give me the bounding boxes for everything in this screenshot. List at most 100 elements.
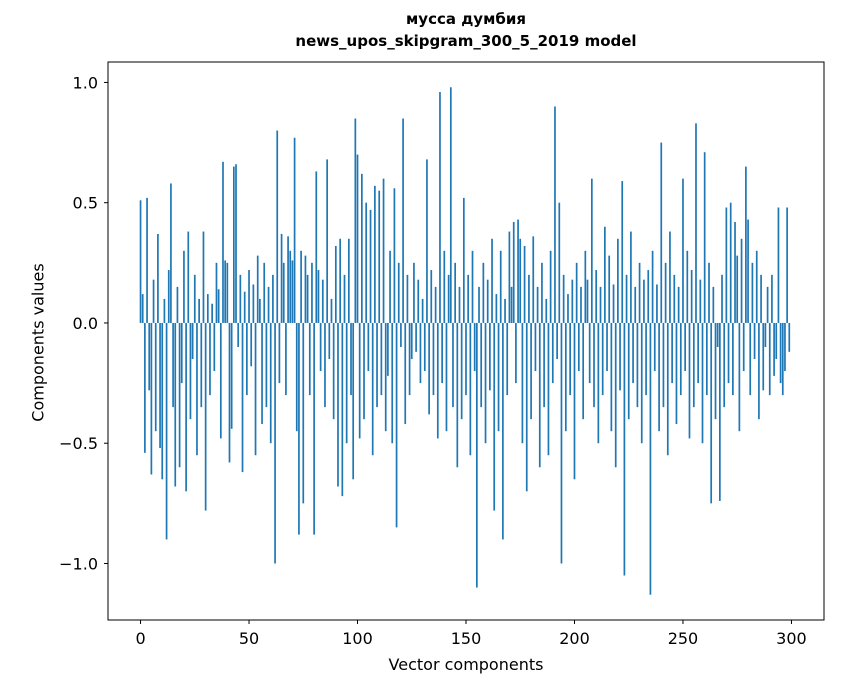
bar [617, 238, 619, 323]
bar [306, 274, 309, 323]
bar [690, 270, 693, 323]
bar [267, 286, 270, 323]
bar [165, 322, 168, 540]
bar [154, 322, 157, 432]
bar [582, 322, 585, 420]
bar [627, 322, 630, 420]
bar [612, 284, 615, 323]
bar [406, 274, 409, 323]
bar [334, 246, 337, 323]
bar [491, 238, 493, 323]
bar [727, 322, 730, 384]
bar [436, 322, 439, 439]
bar [653, 322, 656, 372]
bar [356, 154, 359, 323]
bar [766, 286, 769, 323]
bar [775, 322, 778, 360]
bar [645, 322, 647, 396]
bar [219, 322, 222, 439]
bar [408, 322, 411, 396]
bar [721, 274, 723, 323]
bar [404, 322, 407, 424]
bar [777, 207, 780, 323]
bar [692, 322, 695, 408]
bar [374, 185, 376, 323]
bar [282, 262, 285, 323]
bar [259, 298, 261, 323]
bar [478, 286, 480, 323]
bar [517, 219, 519, 323]
bar [768, 322, 771, 396]
bar [152, 279, 155, 323]
bar [666, 322, 669, 456]
bar [506, 322, 509, 396]
bar [248, 270, 250, 323]
bar [452, 322, 454, 408]
bar [389, 250, 391, 323]
bar [723, 322, 726, 408]
x-tick-label: 100 [342, 629, 373, 648]
bar [397, 262, 400, 323]
bar [180, 322, 183, 384]
bar [460, 322, 463, 420]
bar [764, 322, 767, 348]
bar [493, 322, 496, 511]
bar [308, 322, 311, 396]
bar [593, 322, 595, 408]
bar [261, 322, 263, 424]
bar [380, 322, 383, 396]
bar [786, 207, 788, 323]
bar [458, 286, 461, 323]
bar [580, 286, 582, 323]
bar [519, 238, 522, 323]
bar [708, 262, 710, 323]
bar [636, 322, 639, 408]
bar [228, 322, 231, 463]
y-tick-label: −0.5 [59, 434, 98, 453]
bar [178, 322, 181, 468]
bar [278, 322, 281, 384]
bar [185, 322, 187, 492]
bar [545, 298, 548, 323]
bar [530, 322, 532, 420]
bar [204, 322, 207, 511]
bar [376, 322, 378, 408]
bar [660, 142, 663, 323]
bar [773, 322, 775, 376]
bar [604, 226, 606, 323]
bar [269, 322, 272, 444]
bar [202, 231, 205, 323]
bar [432, 322, 435, 396]
bar [254, 322, 257, 456]
bar [719, 322, 721, 501]
bar [256, 255, 259, 323]
chart-title-line2: news_upos_skipgram_300_5_2019 model [295, 32, 637, 50]
bar [148, 322, 151, 391]
bar [321, 279, 324, 323]
bar [649, 322, 652, 595]
bar [643, 279, 645, 323]
bar [679, 322, 682, 396]
bar [651, 250, 654, 323]
bar [462, 197, 465, 323]
bar [287, 236, 289, 323]
bar [350, 322, 352, 396]
bar [784, 322, 786, 372]
bar [469, 322, 472, 456]
bar [384, 322, 387, 432]
bar [601, 322, 604, 396]
bar [141, 294, 144, 323]
bar [673, 274, 676, 323]
bar [734, 221, 736, 323]
bar [263, 262, 266, 323]
bar [352, 322, 355, 480]
bar [486, 279, 489, 323]
bar [365, 202, 368, 323]
bar [211, 303, 213, 323]
bar [562, 274, 565, 323]
x-tick-label: 0 [135, 629, 145, 648]
bar [760, 274, 762, 323]
bar [146, 197, 148, 323]
bar [473, 322, 476, 372]
